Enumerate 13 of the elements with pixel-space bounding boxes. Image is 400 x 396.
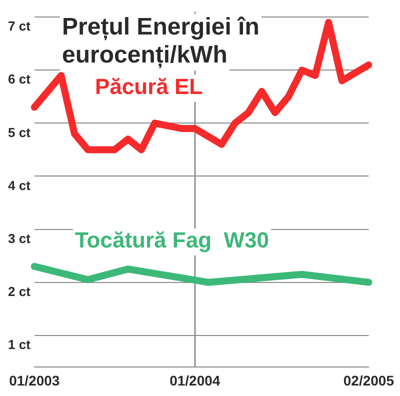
y-tick-label: 3 ct [8, 230, 32, 246]
y-tick-label: 7 ct [8, 18, 32, 34]
x-tick-label: 02/2005 [343, 372, 394, 388]
series-label: Tocătură Fag W30 [75, 228, 269, 253]
y-tick-label: 2 ct [8, 284, 32, 299]
x-tick-label: 01/2004 [170, 372, 220, 388]
x-tick-label: 01/2003 [9, 372, 60, 388]
y-tick-label: 4 ct [8, 178, 32, 193]
text: Prețul Energiei în eurocenți/kWh [62, 13, 260, 68]
y-tick-label: 6 ct [8, 72, 32, 87]
y-tick-label: 5 ct [8, 124, 32, 140]
series-label: Păcură EL [95, 74, 203, 99]
y-tick-label: 1 ct [8, 336, 32, 352]
